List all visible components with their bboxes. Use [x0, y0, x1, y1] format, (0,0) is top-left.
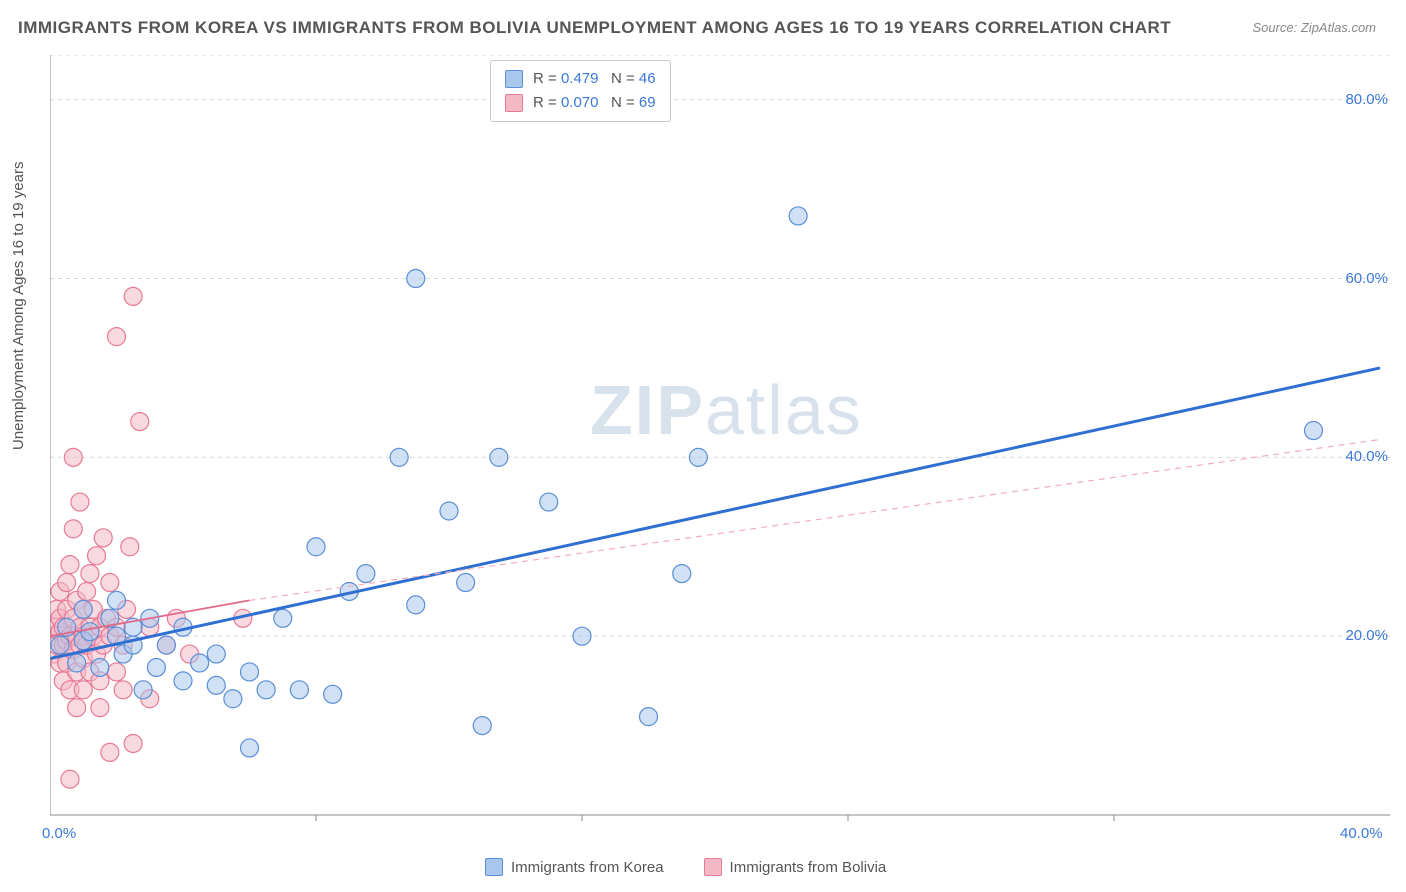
legend-bottom-item: Immigrants from Korea [485, 858, 664, 876]
y-tick-label: 40.0% [1345, 448, 1388, 465]
y-axis-label: Unemployment Among Ages 16 to 19 years [10, 161, 27, 450]
y-tick-label: 20.0% [1345, 627, 1388, 644]
legend-bottom-item: Immigrants from Bolivia [704, 858, 887, 876]
legend-swatch [485, 858, 503, 876]
legend-row: R = 0.479 N = 46 [505, 67, 656, 91]
source-attribution: Source: ZipAtlas.com [1252, 20, 1376, 35]
chart-title: IMMIGRANTS FROM KOREA VS IMMIGRANTS FROM… [18, 18, 1171, 38]
legend-stats: R = 0.479 N = 46 [533, 67, 656, 91]
x-tick-label: 0.0% [42, 825, 76, 842]
y-tick-label: 80.0% [1345, 91, 1388, 108]
legend-series-label: Immigrants from Bolivia [730, 859, 887, 876]
correlation-legend: R = 0.479 N = 46R = 0.070 N = 69 [490, 60, 671, 122]
legend-stats: R = 0.070 N = 69 [533, 91, 656, 115]
y-tick-label: 60.0% [1345, 270, 1388, 287]
series-legend: Immigrants from Korea Immigrants from Bol… [485, 858, 886, 876]
scatter-plot [50, 55, 1390, 845]
legend-row: R = 0.070 N = 69 [505, 91, 656, 115]
legend-series-label: Immigrants from Korea [511, 859, 664, 876]
legend-swatch [505, 70, 523, 88]
x-tick-label: 40.0% [1340, 825, 1383, 842]
legend-swatch [704, 858, 722, 876]
legend-swatch [505, 94, 523, 112]
